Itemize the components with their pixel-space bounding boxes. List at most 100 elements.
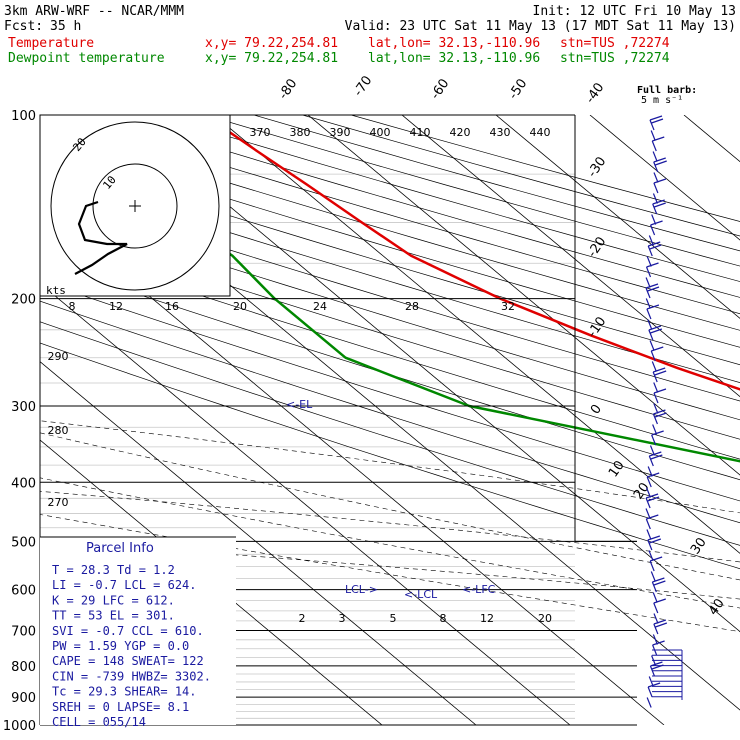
wind-barb-flag [651,430,664,436]
speed-label: 32 [501,300,515,313]
isotherm-label: -30 [585,154,609,180]
parcel-info-row: PW = 1.59 YGP = 0.0 [52,639,189,653]
isotherm [213,115,740,554]
wind-barb-flag [652,577,665,583]
theta-label: 380 [290,126,311,139]
isotherm-label: 0 [588,402,605,417]
wind-barb-flag [651,118,664,124]
dry-adiabat [40,155,740,366]
parcel-info-row: CAPE = 148 SWEAT= 122 [52,654,204,668]
wind-barb [653,403,659,414]
wind-barb [647,466,653,477]
parcel-info-row: CIN = -739 HWBZ= 3302. [52,669,211,683]
isotherm-label: -80 [276,76,300,102]
pressure-tick-label: 300 [11,400,36,415]
wind-barb [649,340,655,351]
dry-adiabat [40,261,740,481]
pressure-tick-label: 600 [11,584,36,599]
dewpoint-xy: x,y= 79.22,254.81 [205,51,339,66]
wind-barb [645,298,651,309]
model-title: 3km ARW-WRF -- NCAR/MMM [4,4,185,19]
wind-barb-flag [653,388,667,394]
wind-barb [652,203,658,215]
mixing-ratio-label: 12 [480,612,494,625]
temperature-latlon: lat,lon= 32.13,-110.96 [368,36,541,51]
theta-label: 400 [370,126,391,139]
wind-barb [647,686,653,698]
mixing-ratio-label: 8 [440,612,447,625]
isotherm [495,115,740,319]
isotherm-label: 40 [706,596,728,618]
pressure-tick-label: 900 [11,691,36,706]
wind-barb [648,329,654,341]
moist-adiabat [40,540,740,600]
wind-barb [645,266,652,278]
dry-adiabat [156,115,740,282]
isotherm-label: -70 [351,73,375,99]
wind-barbs [645,115,683,708]
wind-barb-flag [649,244,662,250]
wind-barb [649,119,655,131]
wind-barb-flag [655,622,668,628]
wind-barb-flag [654,412,667,418]
wind-barb [653,602,659,614]
wind-barb [650,350,656,362]
speed-label: 12 [109,300,123,313]
dry-adiabat [253,115,740,252]
wind-barb-flag [647,286,660,292]
parcel-info-title: Parcel Info [86,541,154,556]
mixing-ratio-label: 5 [390,612,397,625]
parcel-info-row: K = 29 LFC = 612. [52,593,175,607]
parcel-info-row: LI = -0.7 LCL = 624. [52,578,197,592]
isotherm-label: -40 [583,80,607,106]
theta-e-label: 280 [48,424,69,437]
wind-barb-flag [646,262,659,268]
level-marker: <-EL [286,398,313,411]
theta-e-label: 270 [48,496,69,509]
wind-barb [646,697,652,708]
parcel-info-panel: Parcel Info T = 28.3 Td = 1.2LI = -0.7 L… [40,536,236,729]
wind-barb [653,182,659,194]
wind-barb [645,487,652,498]
speed-label: 20 [233,300,247,313]
isotherm [683,115,740,163]
wind-barb-flag [645,493,659,499]
wind-barb-flag [647,496,660,502]
full-barb-unit: 5 m s⁻¹ [641,95,683,106]
wind-barb [650,571,656,582]
parcel-info-row: SREH = 0 LAPSE= 8.1 [52,700,189,714]
wind-barb [647,245,653,257]
wind-barb-flag [654,370,667,376]
wind-barb [652,371,658,383]
dry-adiabat [40,342,740,570]
isotherm [40,361,477,725]
wind-barb [647,319,653,330]
dry-adiabat [351,115,740,222]
wind-barb [651,581,657,593]
wind-barb [653,623,659,635]
temperature-xy: x,y= 79.22,254.81 [205,36,339,51]
wind-barb-flag [647,682,661,688]
wind-barb-flag [649,556,663,562]
temperature-station: stn=TUS ,72274 [560,36,670,51]
wind-barb-flag [655,160,667,166]
wind-barb-flag [649,451,662,457]
wind-barb-flag [653,409,666,415]
wind-barb-flag [648,325,662,331]
isotherm [307,115,740,476]
wind-barb-flag [653,598,666,604]
wind-barb-flag [645,283,659,289]
moist-adiabat [40,432,740,581]
wind-barb-flag [651,346,664,352]
level-marker: LCL-> [345,583,378,596]
wind-barb [652,413,658,425]
full-barb-legend: Full barb: 5 m s⁻¹ [637,85,697,106]
isotherm-label: -10 [585,314,609,340]
parcel-info-row: CELL = 055/14 [52,715,146,729]
pressure-tick-label: 200 [11,293,36,308]
speed-label: 28 [405,300,419,313]
parcel-info-row: Tc = 29.3 SHEAR= 14. [52,685,197,699]
isotherm-label: -20 [585,234,609,260]
wind-barb [653,172,659,183]
wind-barb-flag [650,328,663,334]
